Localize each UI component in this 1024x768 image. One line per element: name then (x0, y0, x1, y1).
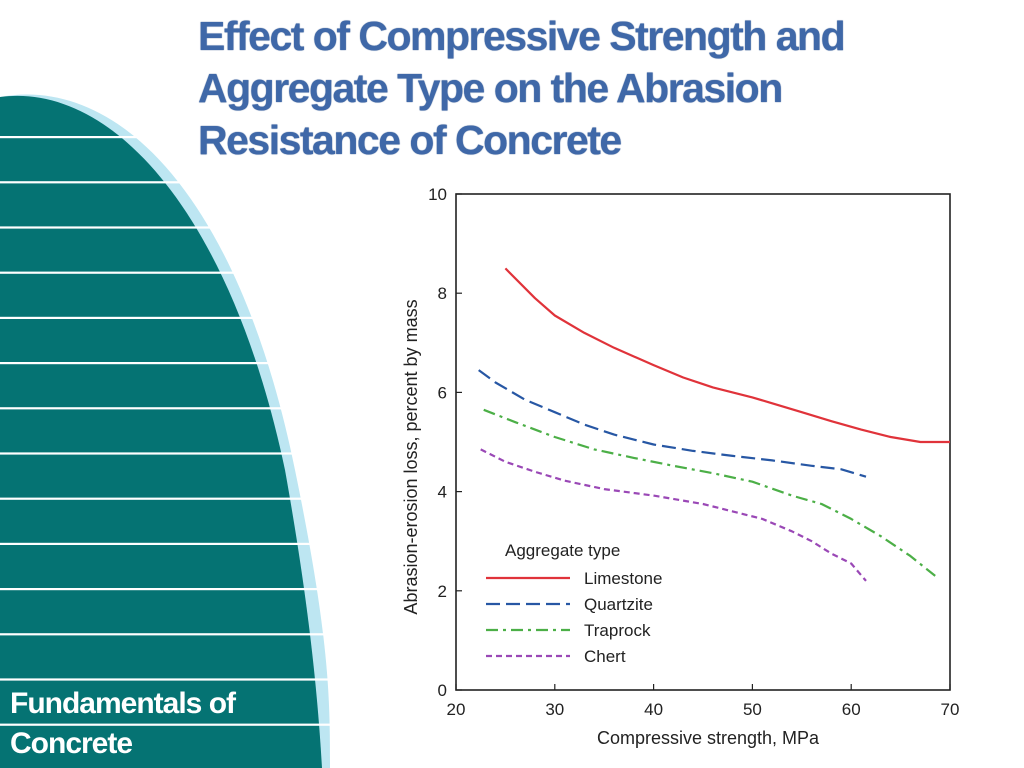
y-tick-label: 6 (438, 383, 447, 402)
course-label-line-2: Concrete (10, 727, 133, 760)
legend-label-chert: Chert (584, 647, 626, 666)
x-tick-label: 70 (941, 700, 960, 719)
y-tick-label: 10 (428, 185, 447, 204)
panel-stripe (0, 723, 330, 726)
x-tick-label: 40 (644, 700, 663, 719)
panel-stripe (0, 136, 330, 139)
panel-stripe (0, 542, 330, 545)
title-line-2: Aggregate Type on the Abrasion (198, 65, 783, 111)
legend-label-quartzite: Quartzite (584, 595, 653, 614)
title-line-3: Resistance of Concrete (198, 117, 622, 163)
y-tick-label: 4 (438, 483, 447, 502)
legend-title: Aggregate type (505, 541, 620, 560)
panel-stripe (0, 181, 330, 184)
y-axis-label: Abrasion-erosion loss, percent by mass (401, 299, 421, 614)
panel-stripe (0, 316, 330, 319)
x-tick-label: 60 (842, 700, 861, 719)
panel-stripe (0, 271, 330, 274)
legend-label-limestone: Limestone (584, 569, 662, 588)
panel-stripe (0, 497, 330, 500)
series-line-chert (480, 448, 867, 582)
panel-stripe (0, 226, 330, 229)
series-line-quartzite (478, 369, 867, 478)
series-line-traprock (483, 408, 936, 577)
series-line-limestone (504, 267, 950, 444)
panel-stripe (0, 678, 330, 681)
x-tick-label: 50 (743, 700, 762, 719)
y-tick-label: 0 (438, 681, 447, 700)
panel-stripe (0, 362, 330, 365)
plot-frame (455, 193, 951, 691)
side-panel-decoration (0, 94, 330, 768)
x-tick-label: 20 (447, 700, 466, 719)
course-label: Fundamentals of Concrete (10, 684, 236, 764)
panel-stripe (0, 633, 330, 636)
y-tick-label: 2 (438, 582, 447, 601)
y-tick-label: 8 (438, 284, 447, 303)
teal-panel (0, 95, 322, 768)
x-axis-label: Compressive strength, MPa (597, 728, 820, 748)
slide-title: Effect of Compressive Strength and Aggre… (198, 10, 998, 166)
panel-stripe (0, 452, 330, 455)
course-label-line-1: Fundamentals of (10, 687, 236, 720)
x-tick-label: 30 (545, 700, 564, 719)
panel-stripe (0, 407, 330, 410)
legend-label-traprock: Traprock (584, 621, 651, 640)
abrasion-line-chart: 20 30 40 50 60 70 0 2 4 6 8 10 Compressive strength,… (401, 185, 960, 748)
title-line-1: Effect of Compressive Strength and (198, 13, 846, 59)
panel-stripe (0, 588, 330, 591)
